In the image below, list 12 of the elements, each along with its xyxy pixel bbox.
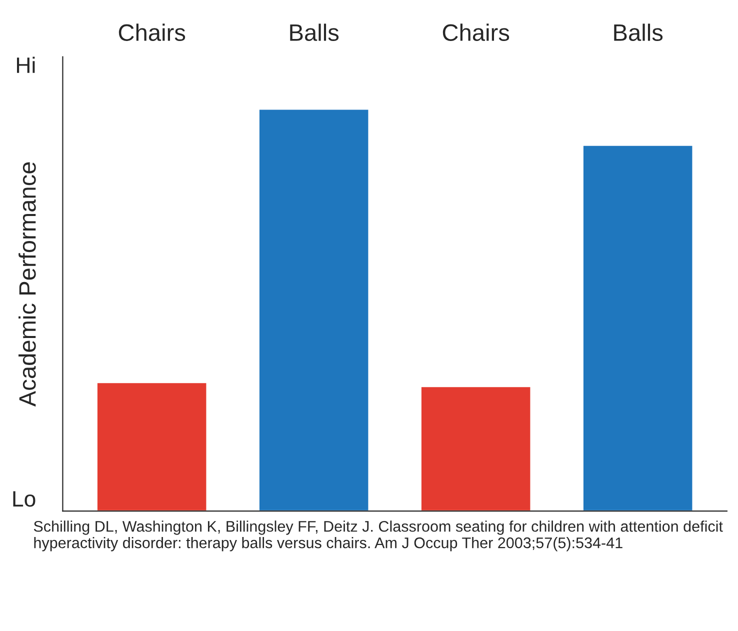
text: Hi <box>17 56 35 73</box>
x-tick-label: Balls <box>614 24 663 42</box>
y-axis-title: Academic Performance <box>18 162 36 407</box>
bar <box>582 144 694 512</box>
x-tick-label: Chairs <box>442 24 510 42</box>
x-tick-label: Balls <box>290 24 339 42</box>
bar <box>420 386 532 512</box>
bar <box>96 382 208 512</box>
x-tick-label: Chairs <box>118 24 186 42</box>
text: Schilling DL, Washington K, Billingsley FF, Deitz J. Classroom seating for children with attention deficit hyperactivity disorder: therapy balls versus chairs. Am J Occup Ther 2003;57(5):534-41 <box>34 520 723 552</box>
bar <box>258 108 370 512</box>
text: Lo <box>13 491 36 507</box>
